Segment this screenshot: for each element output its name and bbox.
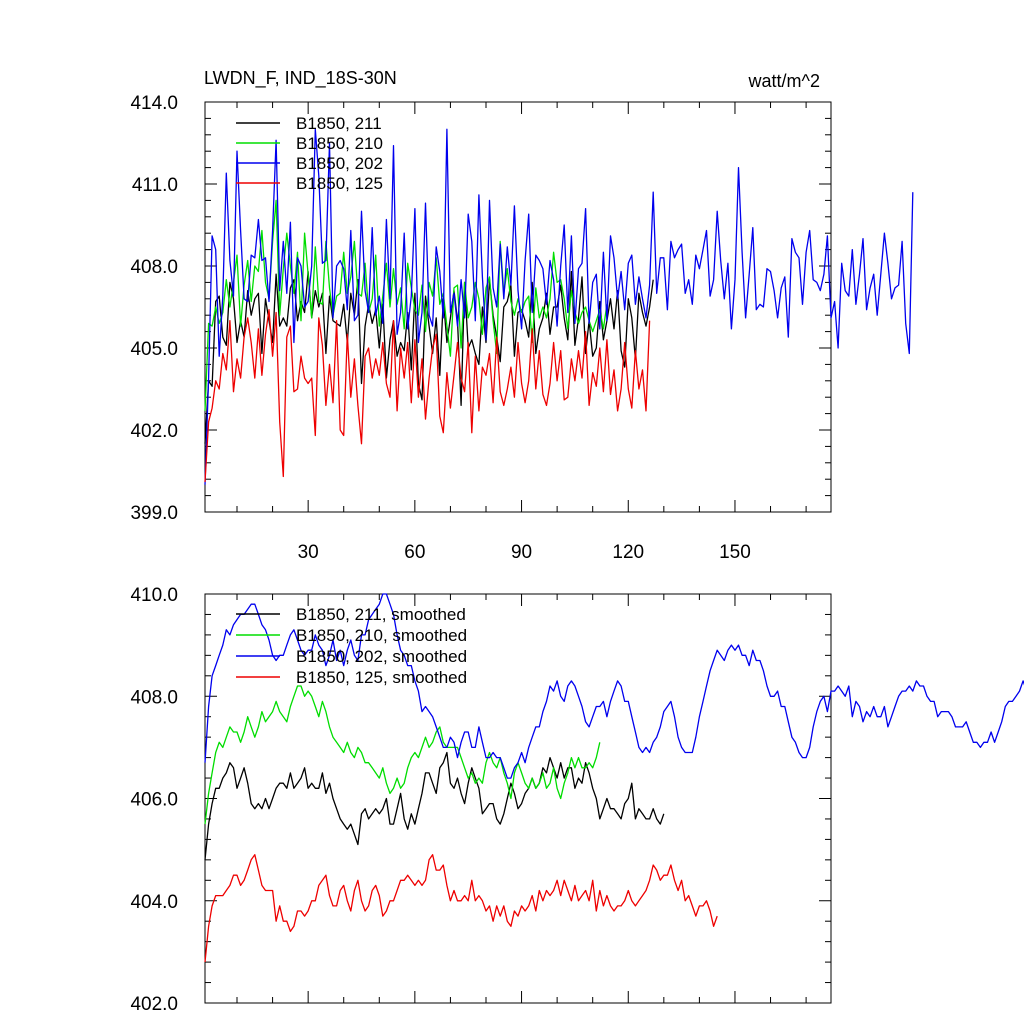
y-tick-label: 402.0 [130, 994, 178, 1015]
y-tick-label: 411.0 [132, 175, 178, 196]
y-tick-label: 414.0 [130, 93, 178, 114]
legend-label: B1850, 211 [296, 114, 382, 133]
bottom-panel: 402.0 404.0 406.0 408.0 410.0 B1850, 211, smo… [130, 585, 1024, 1015]
y-tick-label: 408.0 [130, 257, 178, 278]
legend-label: B1850, 210 [296, 134, 383, 153]
units-label: watt/m^2 [748, 71, 820, 91]
legend-label: B1850, 125, smoothed [296, 668, 467, 687]
y-tick-label: 408.0 [130, 687, 178, 708]
y-tick-label: 404.0 [130, 892, 178, 913]
legend-label: B1850, 211, smoothed [296, 605, 466, 624]
x-tick-label: 90 [511, 542, 532, 563]
series-line-3 [204, 128, 914, 485]
y-tick-label: 402.0 [130, 421, 178, 442]
legend-label: B1850, 125 [296, 174, 383, 193]
series-line-3 [204, 593, 1024, 779]
x-tick-label: 30 [298, 542, 319, 563]
series-line-1 [204, 270, 654, 444]
legend-label: B1850, 210, smoothed [296, 626, 467, 645]
legend-label: B1850, 202 [296, 154, 383, 173]
x-tick-label: 120 [612, 542, 644, 563]
x-tick-label: 150 [719, 542, 751, 563]
top-panel: LWDN_F, IND_18S-30N watt/m^2 399.0 402.0 4… [130, 68, 914, 563]
y-tick-label: 406.0 [130, 790, 178, 811]
series-line-1 [204, 751, 665, 860]
chart-title: LWDN_F, IND_18S-30N [204, 68, 397, 89]
y-tick-label: 405.0 [130, 339, 178, 360]
series-line-4 [204, 309, 651, 482]
series-line-4 [204, 854, 718, 963]
y-tick-label: 410.0 [130, 585, 178, 606]
series-line-2 [204, 685, 601, 825]
legend-label: B1850, 202, smoothed [296, 647, 467, 666]
y-tick-label: 399.0 [130, 503, 178, 524]
x-tick-label: 60 [404, 542, 425, 563]
